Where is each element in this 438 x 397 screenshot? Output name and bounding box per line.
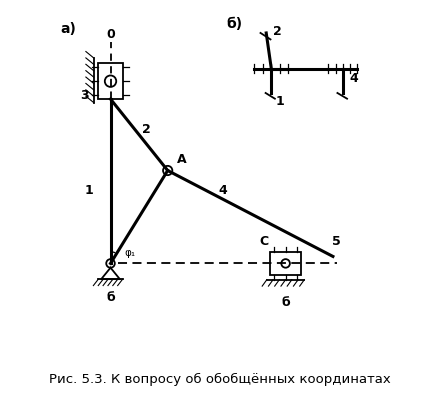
Text: 1: 1 (85, 184, 94, 197)
Text: 1: 1 (275, 95, 284, 108)
Bar (270, 252, 300, 275)
Text: Рис. 5.3. К вопросу об обобщённых координатах: Рис. 5.3. К вопросу об обобщённых коорди… (49, 373, 389, 386)
Text: б: б (106, 291, 115, 304)
Text: 2: 2 (141, 123, 150, 136)
Text: а): а) (60, 22, 76, 36)
Bar (97, 64, 123, 99)
Text: С: С (259, 235, 268, 248)
Text: 0: 0 (106, 28, 115, 41)
Text: A: A (176, 153, 186, 166)
Text: 5: 5 (332, 235, 340, 247)
Text: 4: 4 (348, 72, 357, 85)
Text: 3: 3 (80, 89, 88, 102)
Text: 2: 2 (273, 25, 282, 38)
Text: б: б (281, 297, 290, 309)
Text: 4: 4 (218, 184, 227, 197)
Text: φ₁: φ₁ (124, 248, 135, 258)
Text: б): б) (226, 17, 242, 31)
